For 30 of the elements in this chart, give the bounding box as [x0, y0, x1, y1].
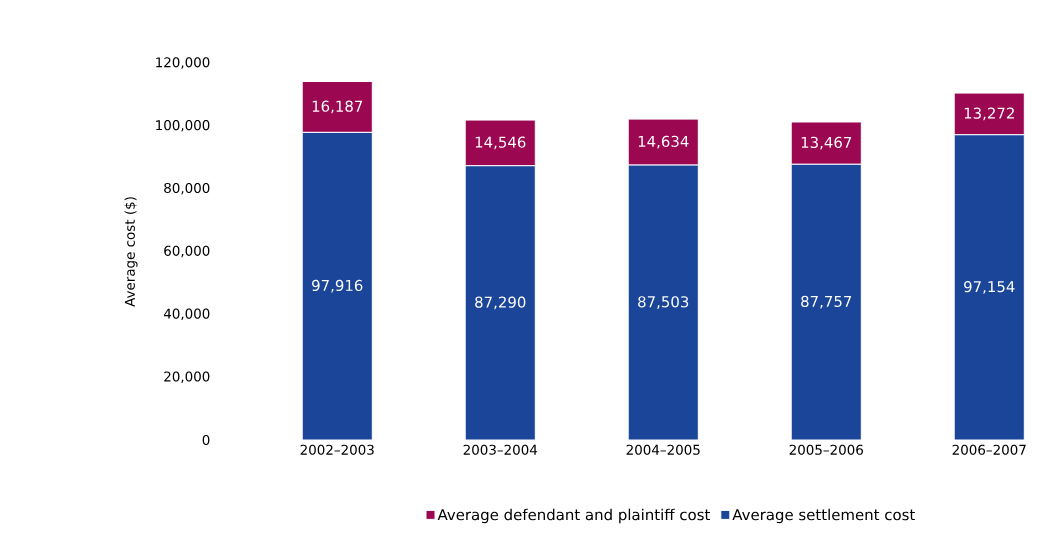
data-label: 87,290 — [475, 296, 526, 310]
legend-label: Average defendant and plaintiff cost — [437, 508, 710, 524]
bar — [627, 164, 699, 440]
y-tick-label: 40,000 — [163, 308, 210, 321]
data-label: 14,634 — [638, 135, 689, 149]
data-label: 13,272 — [964, 107, 1014, 121]
data-label: 97,154 — [964, 280, 1015, 294]
y-tick-label: 120,000 — [156, 57, 210, 69]
x-tick-label: 2002–2003 — [300, 444, 374, 455]
data-label: 87,503 — [638, 296, 689, 309]
x-tick-label: 2004–2005 — [626, 444, 700, 455]
bar — [464, 165, 536, 440]
data-label: 16,187 — [312, 100, 363, 114]
data-label: 13,467 — [801, 136, 852, 150]
y-tick-label: 0 — [202, 434, 210, 446]
y-tick-label: 20,000 — [164, 371, 210, 383]
y-axis-title: Average cost ($) — [124, 197, 138, 307]
x-tick-label: 2003–2004 — [463, 444, 538, 455]
y-tick-label: 80,000 — [164, 182, 210, 195]
y-tick-label: 60,000 — [164, 245, 210, 258]
data-label: 97,916 — [312, 279, 363, 293]
x-tick-label: 2005–2006 — [789, 444, 863, 455]
legend-label: Average settlement cost — [732, 508, 915, 524]
data-label: 87,757 — [801, 295, 852, 309]
bar — [790, 163, 862, 440]
x-tick-label: 2006–2007 — [952, 444, 1026, 455]
bar — [301, 131, 373, 440]
y-tick-label: 100,000 — [156, 120, 210, 132]
bar — [953, 134, 1025, 440]
data-label: 14,546 — [475, 136, 526, 150]
